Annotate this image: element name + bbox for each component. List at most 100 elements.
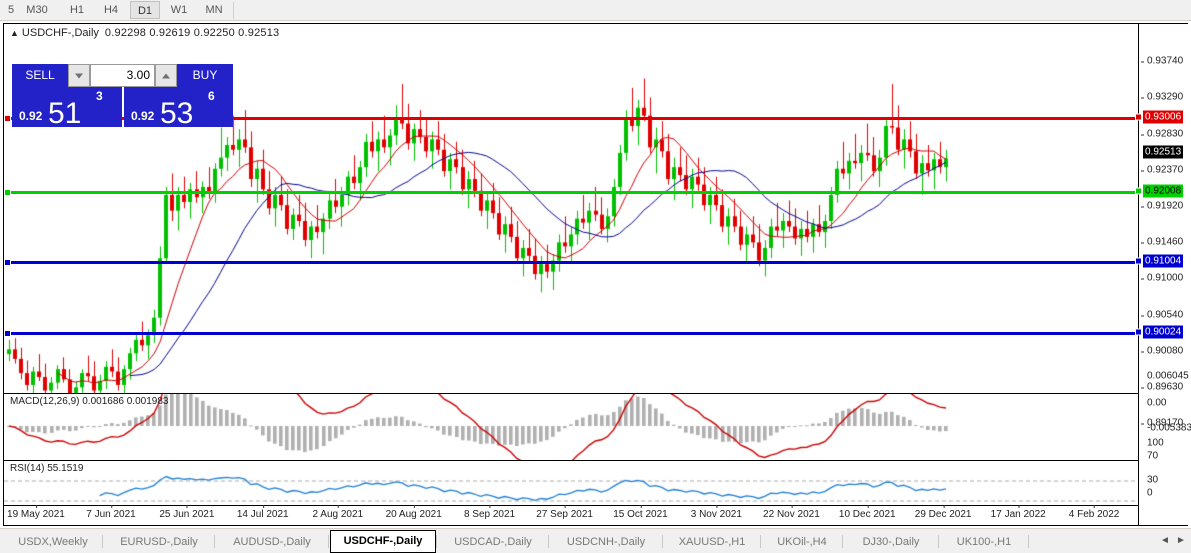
line-anchor-handle[interactable]	[1135, 257, 1142, 265]
price-level-badge-0.92008[interactable]: 0.92008	[1143, 184, 1184, 198]
timeframe-button-mn[interactable]: MN	[205, 4, 223, 16]
price-tick-label: 0.90540	[1141, 310, 1183, 321]
tab-separator	[1028, 535, 1029, 548]
price-level-badge-0.92513[interactable]: 0.92513	[1143, 145, 1184, 159]
support-line-blue-lower[interactable]	[4, 330, 1138, 337]
tick-mark	[1141, 134, 1144, 135]
tick-mark	[867, 505, 869, 508]
chevron-down-icon	[75, 73, 83, 78]
one-click-trading-panel[interactable]: SELL 3.00 BUY 0.92 51 3 0.92 53 6	[12, 64, 233, 127]
price-level-badge-0.93006[interactable]: 0.93006	[1143, 110, 1184, 124]
chart-tab-xauusdh1[interactable]: XAUUSD-,H1	[678, 536, 746, 548]
timeframe-button-h4[interactable]: H4	[103, 4, 119, 16]
date-tick-label: 10 Dec 2021	[839, 505, 896, 520]
buy-button[interactable]: BUY	[177, 64, 233, 87]
price-level-badge-0.90024[interactable]: 0.90024	[1143, 325, 1184, 339]
timeframe-button-d1[interactable]: D1	[130, 1, 160, 19]
support-line-green[interactable]	[4, 189, 1138, 196]
chevron-left-icon[interactable]: ◄	[1160, 535, 1170, 546]
tick-mark	[1141, 387, 1144, 388]
price-pane[interactable]	[4, 41, 1138, 393]
one-click-controls: SELL 3.00 BUY	[12, 64, 233, 87]
line-anchor-handle[interactable]	[1135, 328, 1142, 336]
tick-mark	[35, 505, 37, 508]
date-tick-label: 17 Jan 2022	[991, 505, 1046, 520]
resistance-line-red[interactable]	[4, 115, 1138, 122]
sell-price-main: 51	[48, 97, 82, 127]
tick-mark	[1141, 61, 1144, 62]
line-anchor-handle[interactable]	[1135, 113, 1142, 121]
date-tick-label: 8 Sep 2021	[464, 505, 515, 520]
buy-price-fraction: 6	[208, 89, 215, 103]
collapse-triangle-icon[interactable]: ▲	[10, 28, 19, 38]
rsi-pane[interactable]: RSI(14) 55.1519	[4, 461, 1138, 505]
tick-mark	[1141, 242, 1144, 243]
chart-tab-dj30daily[interactable]: DJ30-,Daily	[862, 536, 920, 548]
price-level-badge-0.91004[interactable]: 0.91004	[1143, 254, 1184, 268]
price-tick-label: 0.91460	[1141, 237, 1183, 248]
price-tick-label: 0.90080	[1141, 346, 1183, 357]
tick-mark	[943, 505, 945, 508]
pane-divider-1	[4, 393, 1138, 394]
line-anchor-handle[interactable]	[4, 115, 11, 122]
timeframe-button-h1[interactable]: H1	[69, 4, 85, 16]
volume-input[interactable]: 3.00	[90, 64, 155, 87]
tick-mark	[111, 505, 112, 508]
macd-legend: MACD(12,26,9) 0.001686 0.001983	[10, 396, 169, 407]
date-tick-label: 2 Aug 2021	[312, 505, 363, 520]
volume-decrement-button[interactable]	[68, 64, 90, 87]
chart-header: ▲ USDCHF-,Daily 0.92298 0.92619 0.92250 0.…	[10, 27, 279, 39]
tab-separator	[842, 535, 843, 548]
chevron-right-icon[interactable]: ►	[1176, 535, 1186, 546]
price-tick-label: 0.91000	[1141, 273, 1183, 284]
line-anchor-handle[interactable]	[1135, 187, 1142, 195]
date-tick-label: 25 Jun 2021	[159, 505, 214, 520]
timeframe-button-w1[interactable]: W1	[170, 4, 188, 16]
chart-tab-eurusddaily[interactable]: EURUSD-,Daily	[120, 536, 198, 548]
price-tick-label: 0.93290	[1141, 92, 1183, 103]
sell-price-fraction: 3	[96, 89, 103, 103]
tick-mark	[564, 505, 566, 508]
rsi-canvas	[4, 461, 1138, 505]
support-line-blue-upper[interactable]	[4, 259, 1138, 266]
chart-tab-uk100h1[interactable]: UK100-,H1	[956, 536, 1012, 548]
chart-tab-usdcnhdaily[interactable]: USDCNH-,Daily	[566, 536, 646, 548]
tab-separator	[436, 535, 437, 548]
price-tick-label: 0.92370	[1141, 165, 1183, 176]
chart-tab-usdchfdaily[interactable]: USDCHF-,Daily	[330, 530, 436, 553]
pane-divider-2	[4, 460, 1138, 461]
rsi-legend: RSI(14) 55.1519	[10, 463, 84, 474]
chart-tab-usdxweekly[interactable]: USDX,Weekly	[18, 536, 88, 548]
tab-separator	[662, 535, 663, 548]
price-tick-label: 0.93740	[1141, 56, 1183, 67]
chart-tab-ukoilh4[interactable]: UKOil-,H4	[777, 536, 827, 548]
date-axis[interactable]: 19 May 2021 7 Jun 2021 25 Jun 2021 14 Jul 2…	[4, 505, 1138, 525]
rsi-tick-label: 0	[1147, 487, 1153, 499]
chart-tab-bar[interactable]: USDX,Weekly EURUSD-,Daily AUDUSD-,Daily USD…	[0, 528, 1191, 553]
sell-price-display[interactable]: 0.92 51 3	[12, 87, 122, 127]
line-anchor-handle[interactable]	[4, 259, 11, 266]
tick-mark	[1094, 505, 1096, 508]
macd-tick-label: 0.006045	[1147, 370, 1189, 382]
chevron-up-icon	[162, 73, 170, 78]
tick-mark	[716, 505, 718, 508]
buy-price-display[interactable]: 0.92 53 6	[124, 87, 233, 127]
macd-pane[interactable]: MACD(12,26,9) 0.001686 0.001983	[4, 394, 1138, 460]
price-axis[interactable]: 0.93740 0.93290 0.92830 0.92370 0.91920 0.914…	[1135, 24, 1191, 525]
line-anchor-handle[interactable]	[4, 330, 11, 337]
timeframe-button-5[interactable]: 5	[7, 4, 15, 16]
price-tick-label: 0.89170	[1141, 418, 1183, 429]
tick-mark	[791, 505, 793, 508]
line-anchor-handle[interactable]	[4, 189, 11, 196]
sell-button[interactable]: SELL	[12, 64, 68, 87]
tick-mark	[186, 505, 188, 508]
chart-tab-usdcaddaily[interactable]: USDCAD-,Daily	[454, 536, 532, 548]
volume-increment-button[interactable]	[155, 64, 177, 87]
chart-window[interactable]: ▲ USDCHF-,Daily 0.92298 0.92619 0.92250 0.…	[3, 23, 1191, 526]
chart-tab-audusddaily[interactable]: AUDUSD-,Daily	[233, 536, 311, 548]
date-tick-label: 14 Jul 2021	[237, 505, 289, 520]
chart-symbol-label: USDCHF-,Daily	[21, 27, 99, 39]
timeframe-button-m30[interactable]: M30	[26, 4, 48, 16]
date-tick-label: 19 May 2021	[7, 505, 65, 520]
rsi-tick-label: 70	[1147, 450, 1159, 462]
